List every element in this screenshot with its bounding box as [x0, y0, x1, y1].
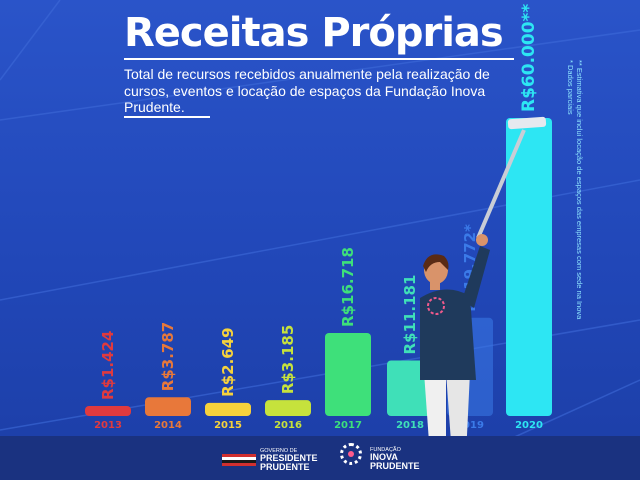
flag-icon [222, 454, 256, 466]
footer-bar: GOVERNO DE PRESIDENTE PRUDENTE FUNDAÇÃO … [0, 436, 640, 480]
value-label-2017: R$16.718 [339, 247, 357, 327]
roller-head [507, 116, 547, 130]
year-label-2018: 2018 [396, 420, 424, 431]
bar-2015 [205, 402, 251, 416]
person-leg-right [446, 372, 470, 456]
value-label-2015: R$2.649 [219, 327, 237, 396]
year-label-2017: 2017 [334, 420, 362, 431]
page-subtitle: Total de recursos recebidos anualmente p… [124, 66, 490, 115]
person-leg-left [424, 372, 446, 456]
bar-2017 [325, 332, 371, 416]
subtitle-underline [124, 116, 210, 118]
value-label-2016: R$3.185 [279, 325, 297, 394]
person-jacket [420, 289, 476, 380]
bar-2013 [85, 406, 131, 416]
side-notes: * Dados parciais ** Estimativa que inclu… [566, 60, 584, 440]
inova-logo-small-text: FUNDAÇÃO [370, 447, 401, 453]
inova-logo: FUNDAÇÃO INOVA PRUDENTE [340, 443, 430, 473]
roller-pole [476, 129, 526, 239]
gov-logo-name: PRESIDENTE PRUDENTE [260, 453, 318, 472]
partial-data-note: * Dados parciais [566, 60, 575, 115]
value-label-2014: R$3.787 [159, 322, 177, 391]
year-label-2020: 2020 [515, 420, 543, 431]
inova-logo-name: INOVA PRUDENTE [370, 452, 420, 471]
value-label-2018: R$11.181 [401, 275, 419, 355]
inova-ring-icon [340, 443, 362, 465]
value-label-2013: R$1.424 [99, 331, 117, 400]
year-label-2019: 2019 [456, 420, 484, 431]
government-logo: GOVERNO DE PRESIDENTE PRUDENTE [222, 444, 318, 472]
person-arm-raised [462, 246, 490, 308]
gov-logo-small-text: GOVERNO DE [260, 448, 298, 454]
value-label-2020: R$60.000** [519, 4, 539, 112]
year-label-2015: 2015 [214, 420, 242, 431]
bar-2020 [506, 118, 552, 416]
year-label-2016: 2016 [274, 420, 302, 431]
title-underline [124, 58, 514, 60]
year-label-2014: 2014 [154, 420, 182, 431]
bar-2016 [265, 400, 311, 416]
person-hand [476, 234, 488, 246]
estimate-note: ** Estimativa que inclui locação de espa… [575, 60, 584, 320]
bar-2014 [145, 397, 191, 416]
person-neck [430, 280, 440, 290]
person-hair [423, 254, 449, 272]
year-label-2013: 2013 [94, 420, 122, 431]
page-title: Receitas Próprias [124, 10, 504, 56]
jacket-badge [427, 297, 445, 315]
